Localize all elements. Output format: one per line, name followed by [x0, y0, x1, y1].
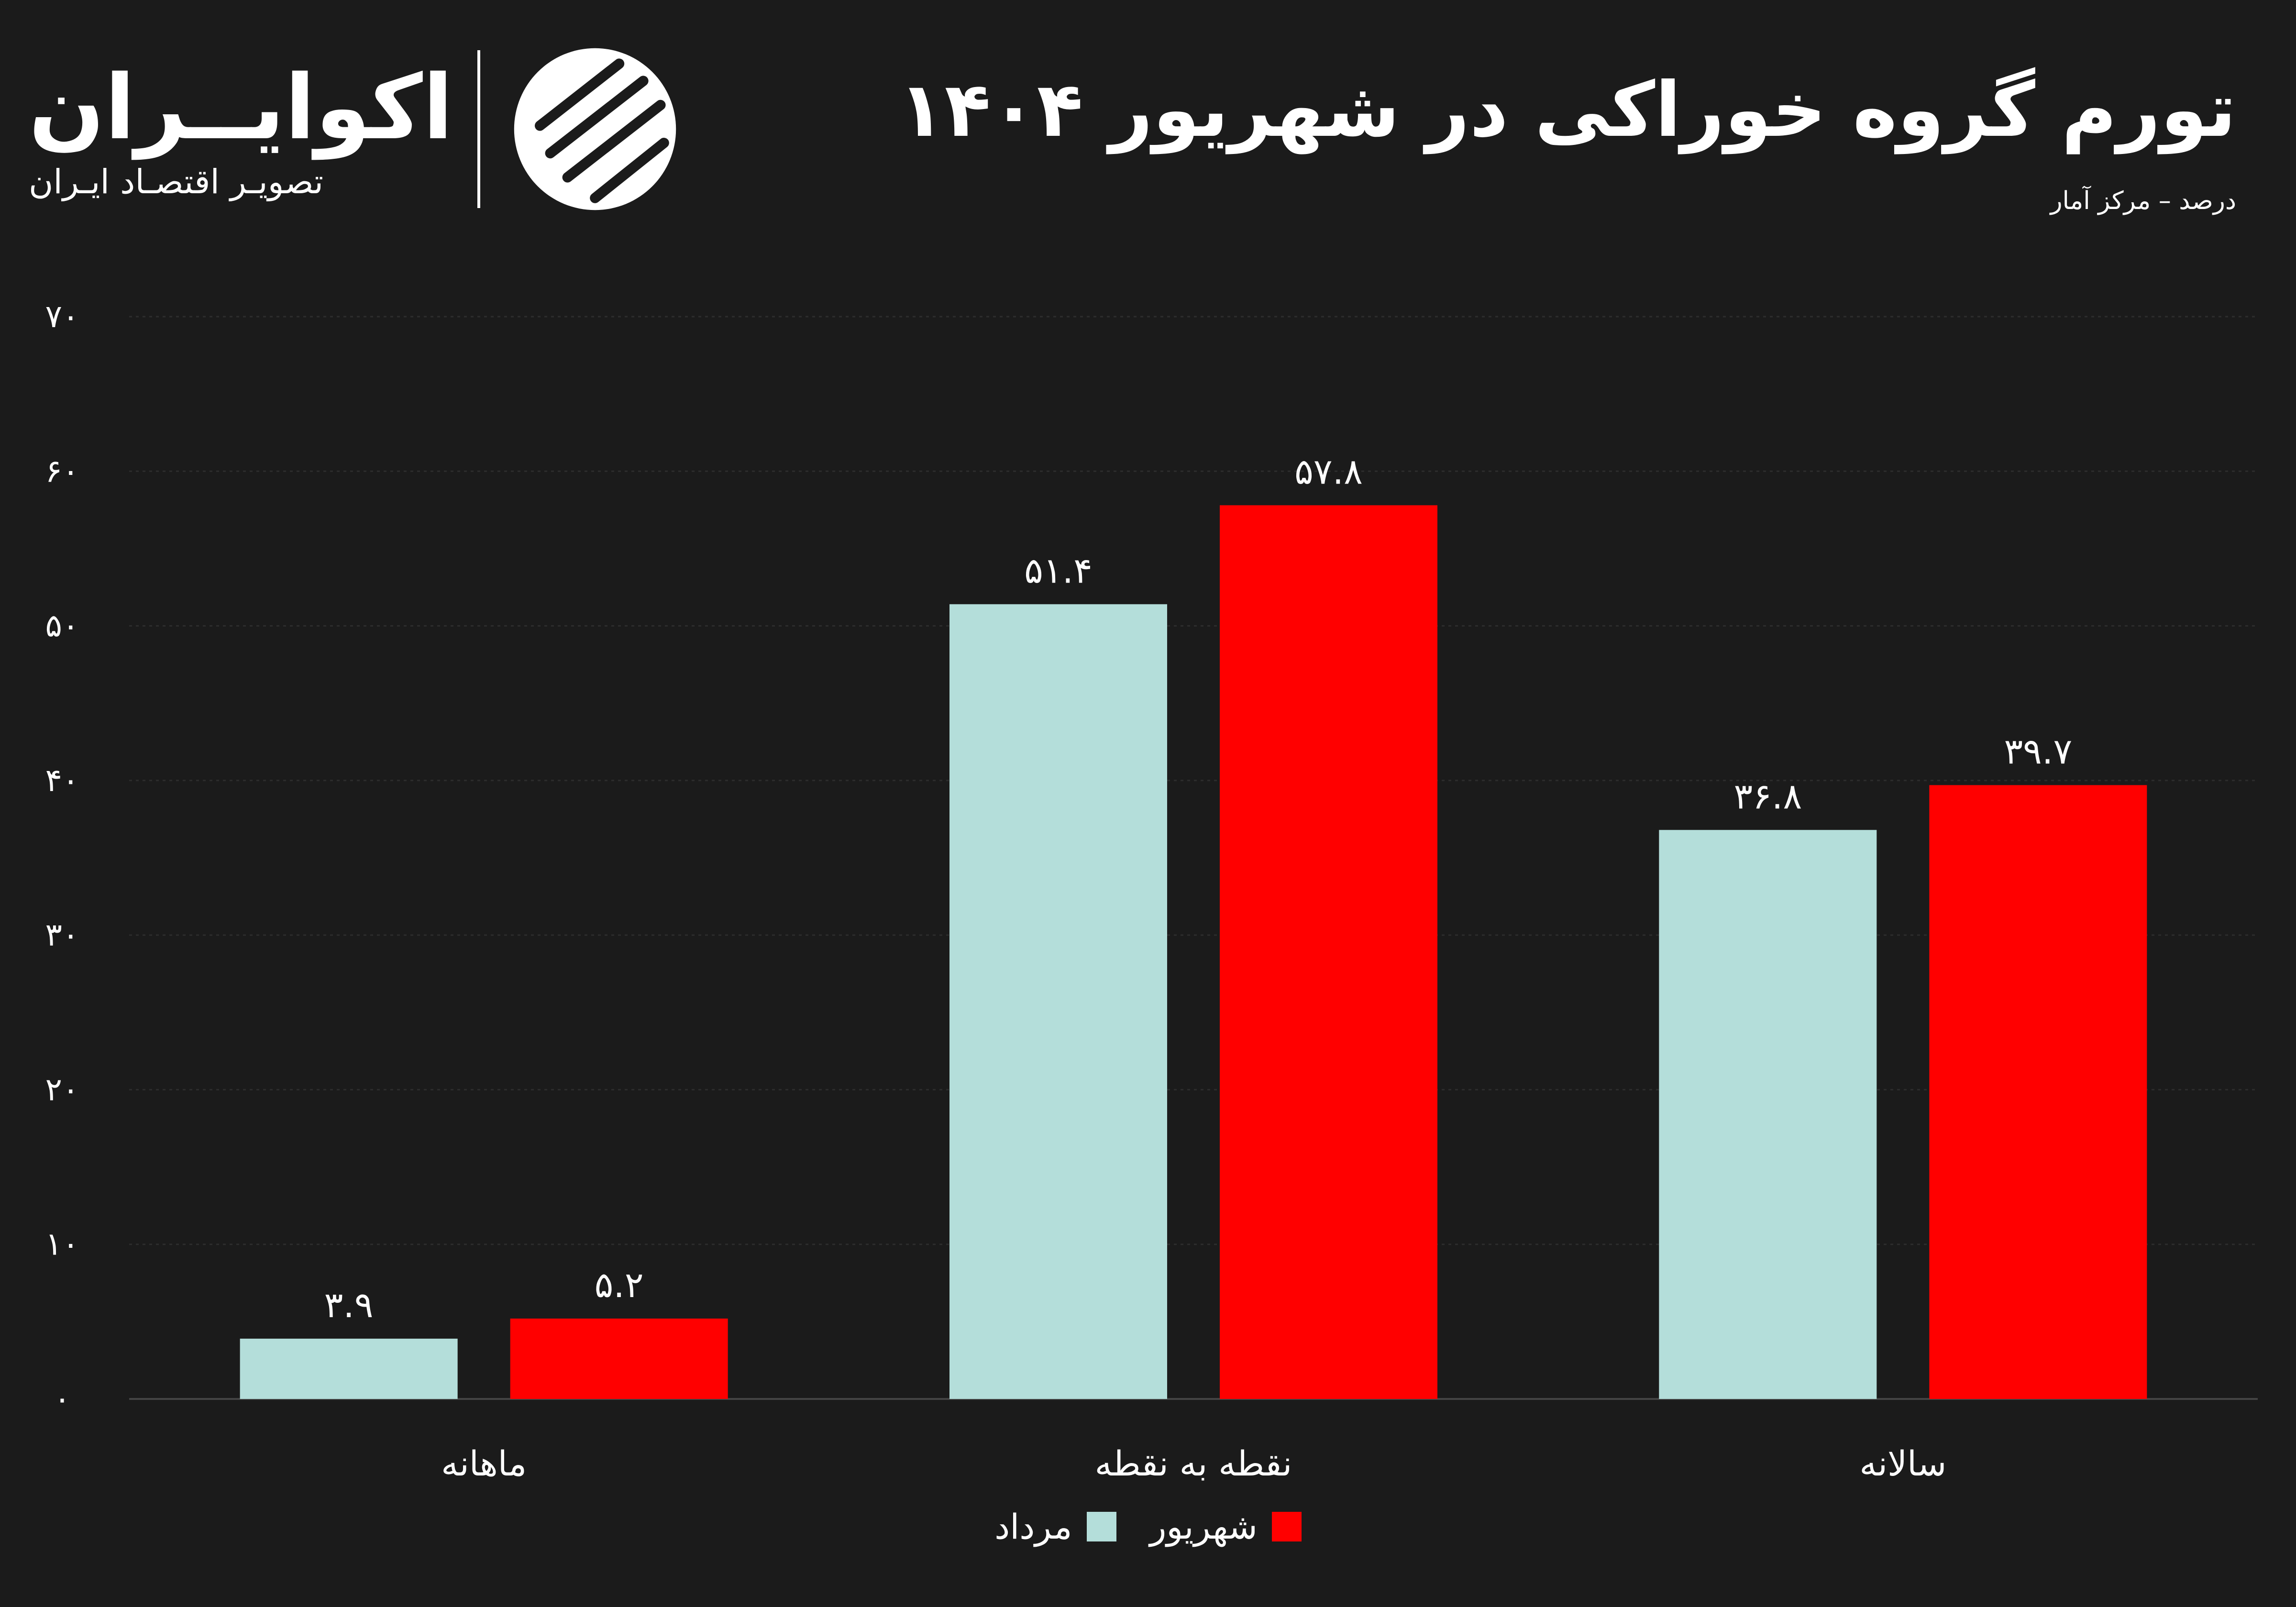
brand-logo-icon: [514, 48, 676, 210]
data-label: ۵.۲: [595, 1265, 644, 1306]
chart-title: تورم گروه خوراکی در شهریور ۱۴۰۴: [898, 66, 2236, 154]
bar: [510, 1318, 728, 1399]
bar: [240, 1338, 458, 1399]
x-category-label: نقطه به نقطه: [1095, 1443, 1292, 1484]
bar: [1220, 505, 1437, 1399]
brand-text: اکوایــران تصویـر اقتصـاد ایـران: [29, 55, 453, 203]
category-label-layer: ماهانه نقطه به نقطه سالانه: [441, 1443, 1946, 1484]
legend-item-mordad: مرداد: [994, 1507, 1116, 1547]
chart-subtitle: درصد – مرکز آمار: [2050, 187, 2236, 215]
bar: [1659, 830, 1877, 1399]
y-tick-label: ۳۰: [45, 916, 79, 953]
data-label: ۵۱.۴: [1024, 550, 1093, 591]
y-tick-label: ۰: [54, 1380, 70, 1417]
y-tick-label: ۶۰: [45, 452, 79, 489]
y-tick-label: ۲۰: [45, 1071, 79, 1108]
grid-layer: [129, 316, 2258, 1400]
y-tick-label: ۱۰: [45, 1226, 79, 1263]
y-tick-label: ۷۰: [45, 298, 79, 335]
legend-item-shahrivar: شهریور: [1150, 1507, 1302, 1547]
bar: [1929, 785, 2147, 1399]
brand-divider: [477, 50, 480, 208]
data-label: ۳.۹: [324, 1285, 374, 1326]
title-block: تورم گروه خوراکی در شهریور ۱۴۰۴ درصد – م…: [898, 62, 2236, 220]
legend-label-shahrivar: شهریور: [1149, 1507, 1258, 1547]
legend: شهریور مرداد: [0, 1507, 2296, 1547]
x-category-label: سالانه: [1859, 1443, 1946, 1484]
data-label: ۵۷.۸: [1294, 451, 1363, 492]
y-tick-label: ۵۰: [45, 607, 79, 644]
y-axis-layer: ۰ ۱۰ ۲۰ ۳۰ ۴۰ ۵۰ ۶۰ ۷۰: [45, 298, 79, 1417]
data-label-layer: ۳.۹ ۵.۲ ۵۱.۴ ۵۷.۸ ۳۶.۸ ۳۹.۷: [324, 451, 2073, 1326]
brand-block: اکوایــران تصویـر اقتصـاد ایـران: [29, 43, 681, 215]
data-label: ۳۹.۷: [2004, 731, 2072, 772]
bar: [949, 604, 1167, 1399]
legend-swatch-mordad: [1086, 1512, 1116, 1541]
legend-label-mordad: مرداد: [994, 1507, 1072, 1547]
x-category-label: ماهانه: [441, 1443, 527, 1484]
data-label: ۳۶.۸: [1733, 776, 1802, 817]
legend-swatch-shahrivar: [1271, 1512, 1302, 1541]
brand-name: اکوایــران: [29, 55, 453, 159]
y-tick-label: ۴۰: [45, 762, 79, 799]
brand-tagline: تصویـر اقتصـاد ایـران: [29, 162, 324, 201]
bar-layer: [240, 505, 2147, 1399]
